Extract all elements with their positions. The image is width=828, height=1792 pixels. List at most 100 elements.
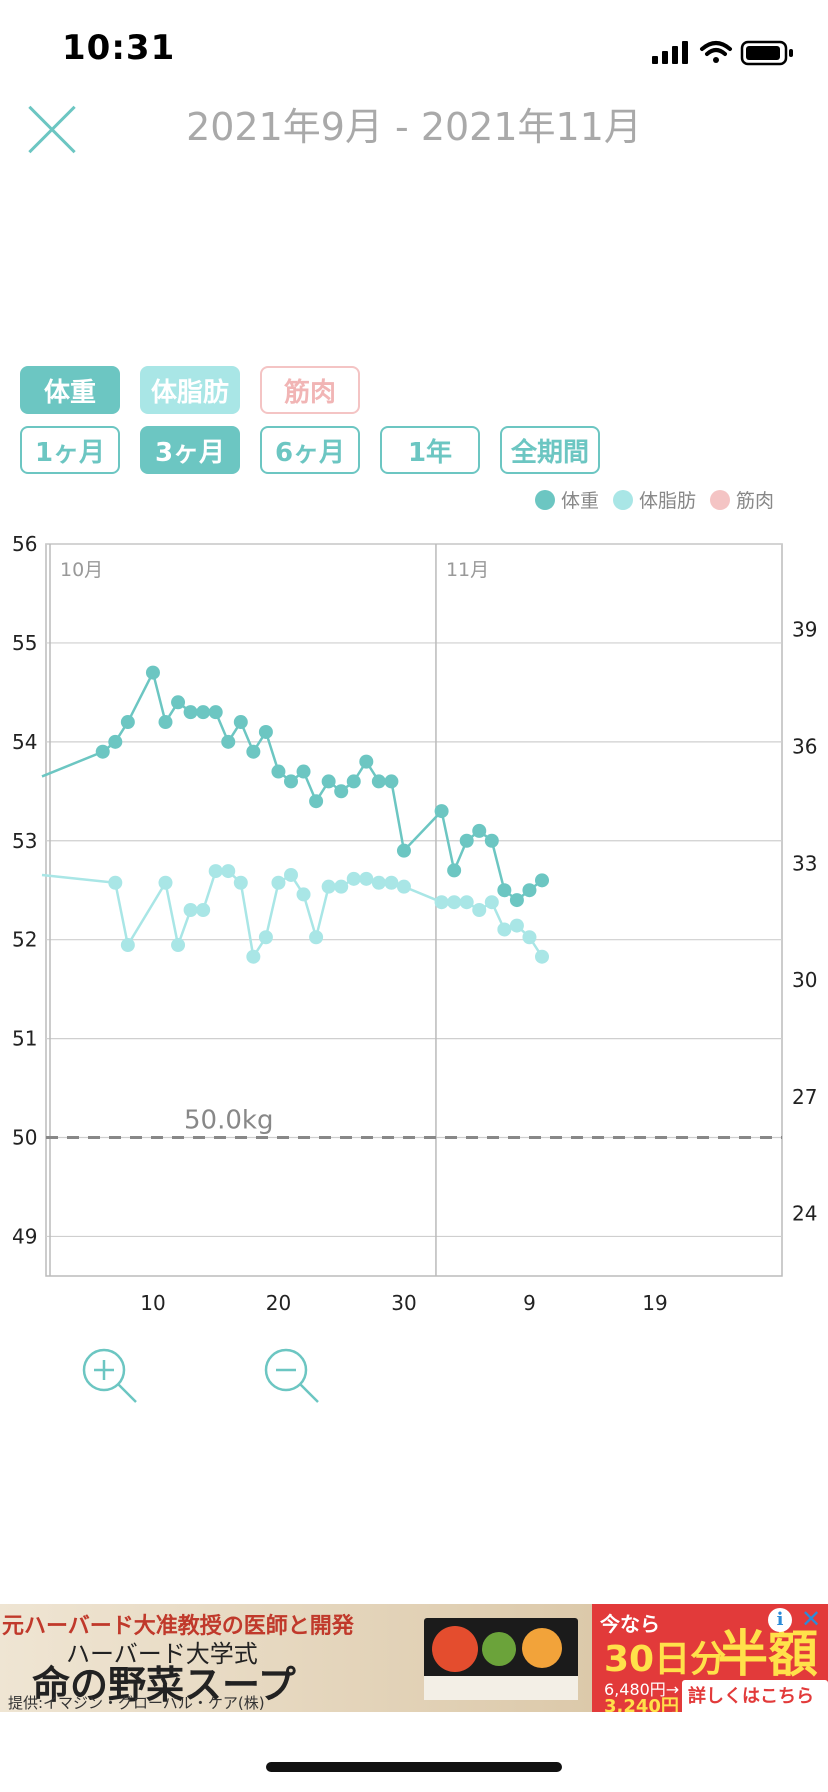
y-left-tick-label: 49	[12, 1224, 37, 1248]
y-right-tick-label: 30	[792, 968, 817, 992]
data-point	[396, 879, 411, 894]
data-point	[371, 774, 386, 789]
range-6-months[interactable]: 6ヶ月	[260, 426, 360, 474]
data-point	[208, 705, 223, 720]
x-tick-label: 30	[391, 1291, 416, 1315]
range-label: 1年	[407, 437, 453, 468]
zoom-out-button[interactable]	[262, 1346, 322, 1406]
data-point	[459, 895, 474, 910]
data-point	[497, 883, 512, 898]
data-point	[434, 895, 449, 910]
data-point	[233, 875, 248, 890]
chart-legend: 体重 体脂肪 筋肉	[534, 486, 774, 513]
data-point	[346, 774, 361, 789]
data-point	[484, 833, 499, 848]
month-label: 11月	[446, 559, 489, 581]
legend-label: 体脂肪	[638, 490, 696, 512]
zoom-out-icon	[264, 1348, 319, 1403]
y-left-tick-label: 52	[12, 928, 37, 952]
tab-weight[interactable]: 体重	[20, 366, 120, 414]
ad-provider: 提供:イマジン・グローバル・ケア(株)	[8, 1694, 265, 1712]
y-right-tick-label: 36	[792, 734, 817, 758]
range-1-year[interactable]: 1年	[380, 426, 480, 474]
data-point	[522, 883, 537, 898]
ad-product-box	[424, 1618, 578, 1700]
range-label: 全期間	[510, 437, 589, 468]
x-tick-label: 19	[642, 1291, 667, 1315]
data-point	[447, 863, 462, 878]
range-label: 1ヶ月	[34, 437, 106, 468]
data-point	[233, 715, 248, 730]
ad-cta-button[interactable]: 詳しくはこちら>	[682, 1680, 828, 1712]
data-point	[371, 875, 386, 890]
data-point	[296, 887, 311, 902]
wifi-icon	[700, 41, 732, 63]
legend-dot	[612, 489, 633, 510]
data-point	[472, 903, 487, 917]
y-left-tick-label: 54	[12, 730, 37, 754]
legend-item-body-fat: 体脂肪	[612, 486, 696, 513]
data-point	[108, 875, 123, 890]
status-time: 10:31	[62, 28, 176, 68]
ad-info-icon[interactable]: i	[768, 1608, 792, 1632]
data-point	[384, 774, 399, 789]
data-point	[246, 949, 261, 964]
tab-muscle[interactable]: 筋肉	[260, 366, 360, 414]
data-point	[284, 774, 298, 789]
data-point	[447, 895, 462, 910]
legend-dot	[709, 489, 730, 510]
data-point	[346, 871, 361, 886]
data-point	[108, 734, 123, 749]
data-point	[221, 734, 236, 749]
data-point	[484, 895, 499, 910]
data-point	[258, 930, 273, 945]
range-1-month[interactable]: 1ヶ月	[20, 426, 120, 474]
data-point	[271, 875, 286, 890]
data-point	[296, 764, 311, 779]
ad-promo-days: 30日分	[604, 1639, 727, 1680]
data-point	[334, 784, 349, 799]
range-all[interactable]: 全期間	[500, 426, 600, 474]
ad-banner[interactable]: 元ハーバード大准教授の医師と開発 ハーバード大学式 命の野菜スープ 提供:イマジ…	[0, 1604, 828, 1712]
range-label: 6ヶ月	[274, 437, 346, 468]
weight-chart[interactable]: 56 55 54 53 52 51 50 49 39 36 33 30 27 24 10月 11月 10 20 30…	[0, 520, 828, 1320]
range-3-months[interactable]: 3ヶ月	[140, 426, 240, 474]
ad-new-price: 3,240円	[604, 1696, 679, 1712]
data-point	[359, 754, 374, 769]
data-point	[359, 871, 374, 886]
data-point	[384, 875, 399, 890]
data-point	[171, 695, 186, 710]
y-left-tick-label: 56	[12, 532, 37, 556]
status-icons	[652, 40, 793, 66]
data-point	[535, 873, 549, 888]
ad-close-icon[interactable]: ✕	[800, 1605, 822, 1633]
x-tick-label: 20	[266, 1291, 291, 1315]
data-point	[246, 744, 261, 759]
data-point	[321, 879, 336, 894]
data-point	[145, 665, 160, 680]
data-point	[171, 938, 186, 953]
month-label: 10月	[60, 559, 103, 581]
data-point	[158, 715, 173, 730]
data-point	[522, 930, 537, 945]
data-point	[208, 864, 223, 879]
data-point	[396, 843, 411, 858]
zoom-in-button[interactable]	[80, 1346, 140, 1406]
legend-label: 体重	[560, 490, 599, 512]
ad-top-text: 元ハーバード大准教授の医師と開発	[2, 1614, 354, 1639]
data-point	[221, 864, 236, 879]
legend-dot	[534, 489, 555, 510]
data-point	[183, 705, 198, 720]
y-right-tick-label: 27	[792, 1085, 817, 1109]
y-right-tick-label: 33	[792, 851, 817, 875]
legend-item-weight: 体重	[534, 486, 599, 513]
signal-icon	[652, 41, 688, 64]
data-point	[459, 833, 474, 848]
home-indicator[interactable]	[266, 1762, 562, 1772]
data-point	[284, 867, 298, 882]
tab-label: 筋肉	[283, 377, 336, 408]
data-point	[334, 879, 349, 894]
series-line	[41, 669, 543, 902]
data-point	[434, 804, 449, 819]
tab-body-fat[interactable]: 体脂肪	[140, 366, 240, 414]
